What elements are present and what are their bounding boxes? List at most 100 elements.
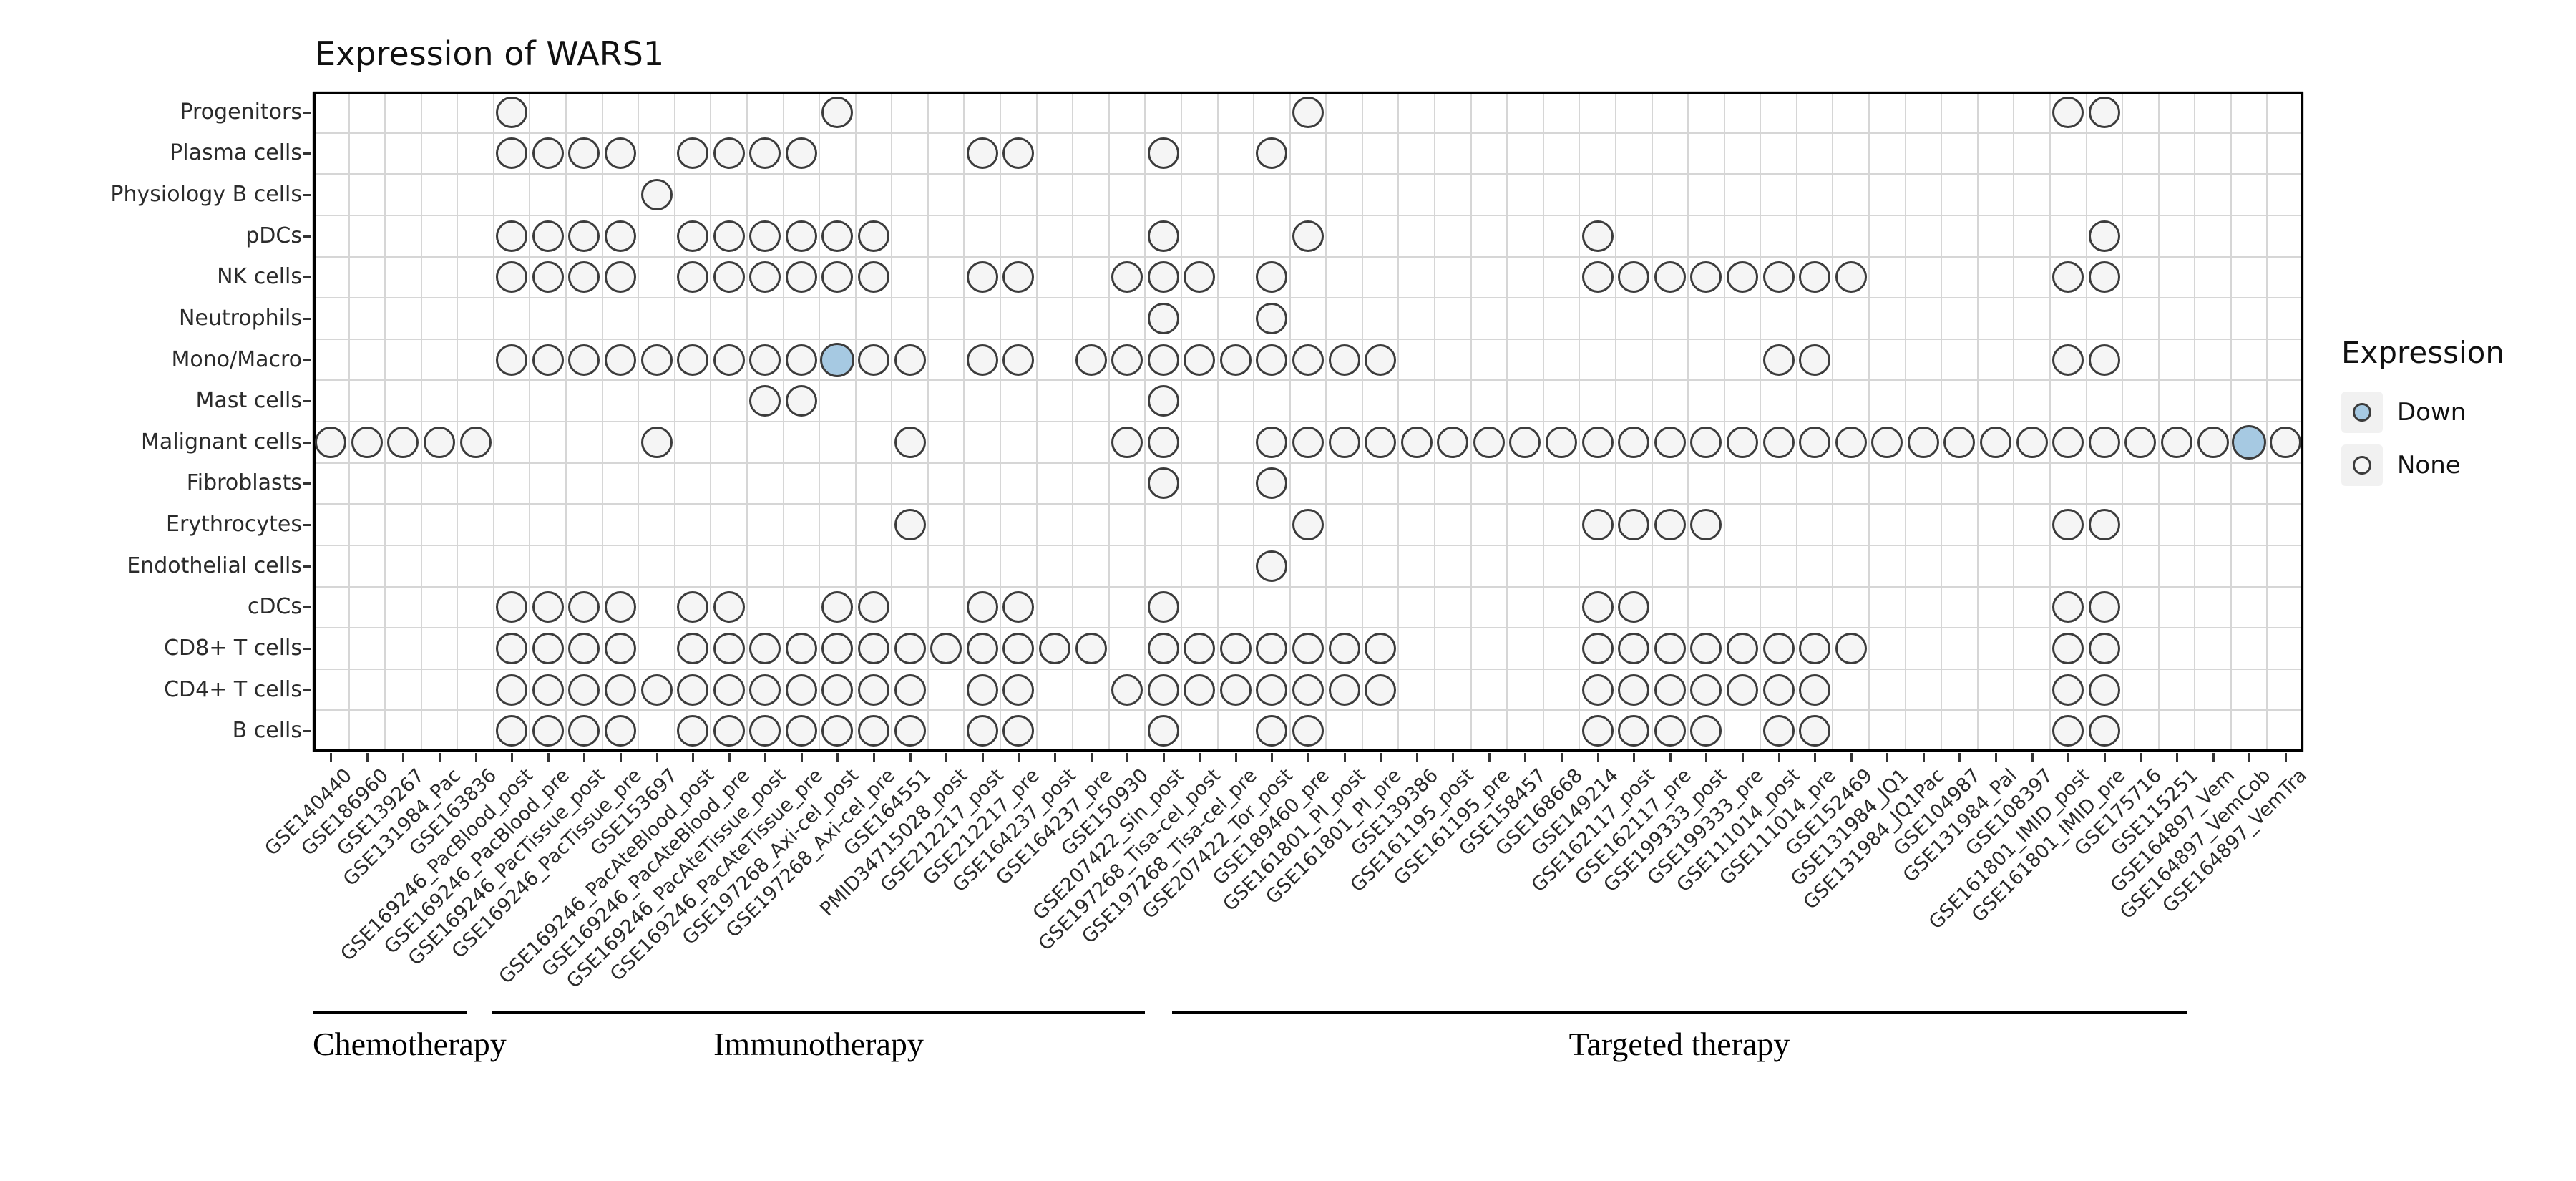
expression-dot-none	[821, 674, 854, 706]
expression-dot-none	[568, 344, 600, 376]
y-axis-tick	[303, 647, 311, 650]
expression-dot-none	[640, 426, 673, 458]
expression-dot-none	[1328, 632, 1360, 664]
x-axis-tick	[330, 753, 333, 762]
grid-line-horizontal	[313, 421, 2303, 422]
expression-dot-none	[1292, 674, 1324, 706]
grid-line-horizontal	[313, 462, 2303, 464]
expression-dot-down	[820, 342, 855, 377]
y-axis-label: Physiology B cells	[110, 182, 302, 208]
expression-dot-none	[1654, 426, 1686, 458]
expression-dot-none	[858, 261, 890, 293]
expression-dot-none	[1762, 261, 1795, 293]
expression-dot-none	[1762, 632, 1795, 664]
expression-dot-none	[677, 137, 709, 170]
expression-dot-none	[1835, 261, 1867, 293]
expression-dot-none	[387, 426, 419, 458]
expression-dot-none	[677, 632, 709, 664]
expression-dot-none	[894, 632, 926, 664]
x-axis-tick	[1307, 753, 1309, 762]
grid-line-horizontal	[313, 256, 2303, 258]
expression-dot-none	[1328, 674, 1360, 706]
expression-dot-none	[713, 674, 745, 706]
expression-dot-none	[1184, 632, 1216, 664]
y-axis-label: CD4+ T cells	[164, 676, 302, 702]
y-axis-tick	[303, 359, 311, 361]
expression-dot-none	[2160, 426, 2192, 458]
expression-dot-none	[1835, 426, 1867, 458]
x-axis-tick	[2212, 753, 2215, 762]
expression-dot-none	[1690, 426, 1722, 458]
x-axis-tick	[800, 753, 803, 762]
expression-dot-none	[858, 674, 890, 706]
expression-dot-none	[1581, 220, 1614, 252]
expression-dot-none	[1256, 302, 1288, 334]
expression-dot-none	[894, 509, 926, 541]
y-axis-tick	[303, 400, 311, 403]
expression-dot-none	[1654, 674, 1686, 706]
expression-dot-none	[858, 220, 890, 252]
expression-dot-none	[568, 261, 600, 293]
expression-dot-none	[1184, 344, 1216, 376]
y-axis-label: Erythrocytes	[166, 512, 302, 538]
x-axis-tick	[511, 753, 514, 762]
expression-dot-none	[2052, 426, 2084, 458]
expression-dot-none	[2088, 344, 2120, 376]
grid-line-horizontal	[313, 132, 2303, 134]
expression-dot-none	[640, 674, 673, 706]
expression-dot-none	[496, 591, 528, 623]
expression-dot-none	[1292, 715, 1324, 747]
expression-dot-none	[1219, 632, 1252, 664]
expression-dot-none	[821, 261, 854, 293]
expression-dot-none	[1111, 674, 1143, 706]
expression-dot-none	[1292, 509, 1324, 541]
expression-dot-none	[1256, 674, 1288, 706]
expression-dot-none	[1726, 632, 1758, 664]
expression-dot-none	[677, 591, 709, 623]
expression-dot-none	[1799, 426, 1831, 458]
expression-dot-none	[1980, 426, 2012, 458]
y-axis-label: Neutrophils	[178, 305, 302, 331]
x-axis-tick	[474, 753, 477, 762]
legend-item-down: Down	[2341, 392, 2504, 433]
expression-dot-none	[1147, 674, 1179, 706]
y-axis-label: Mono/Macro	[171, 346, 302, 372]
expression-dot-none	[966, 591, 998, 623]
y-axis-label: Mast cells	[195, 388, 302, 414]
expression-dot-none	[713, 344, 745, 376]
expression-dot-none	[1002, 137, 1035, 170]
expression-dot-none	[1147, 385, 1179, 417]
expression-dot-none	[966, 261, 998, 293]
y-axis-tick	[303, 524, 311, 527]
expression-dot-none	[2088, 591, 2120, 623]
down-dot-icon	[2353, 403, 2371, 422]
expression-dot-none	[1437, 426, 1469, 458]
expression-dot-none	[1147, 426, 1179, 458]
expression-dot-none	[1292, 220, 1324, 252]
expression-dot-none	[2052, 715, 2084, 747]
x-axis-tick	[1741, 753, 1744, 762]
x-axis-tick	[1669, 753, 1672, 762]
x-axis-tick	[1633, 753, 1636, 762]
expression-dot-none	[1473, 426, 1505, 458]
expression-dot-none	[677, 715, 709, 747]
expression-dot-none	[1147, 591, 1179, 623]
none-dot-icon	[2353, 456, 2371, 475]
grid-line-horizontal	[313, 585, 2303, 588]
x-axis-tick	[945, 753, 948, 762]
expression-dot-none	[1762, 715, 1795, 747]
expression-dot-none	[677, 674, 709, 706]
expression-dot-none	[2197, 426, 2229, 458]
x-axis-tick	[1488, 753, 1491, 762]
expression-dot-none	[1256, 467, 1288, 500]
expression-dot-none	[640, 344, 673, 376]
legend-item-label: Down	[2397, 398, 2467, 427]
grid-line-vertical	[2303, 92, 2304, 752]
legend-item-none: None	[2341, 444, 2504, 486]
expression-dot-none	[1219, 674, 1252, 706]
expression-dot-none	[2052, 591, 2084, 623]
expression-dot-none	[640, 179, 673, 211]
legend-item-label: None	[2397, 451, 2461, 480]
expression-dot-none	[1328, 426, 1360, 458]
expression-dot-none	[568, 220, 600, 252]
